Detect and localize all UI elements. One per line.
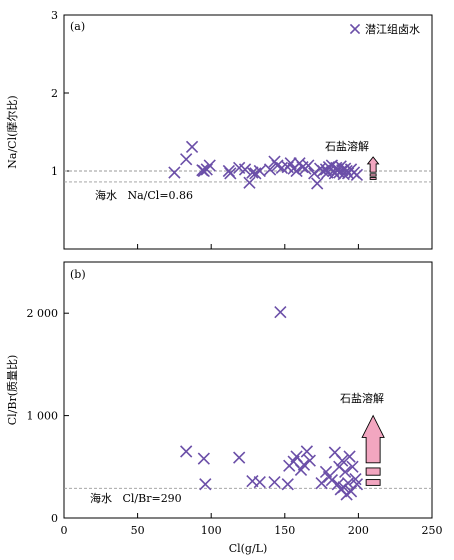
data-point bbox=[253, 164, 266, 178]
panel-a-data-points bbox=[168, 140, 364, 190]
data-point bbox=[168, 166, 181, 179]
data-point bbox=[315, 477, 328, 490]
data-point bbox=[197, 452, 210, 465]
data-point bbox=[325, 473, 339, 487]
data-point bbox=[302, 159, 315, 172]
data-point bbox=[331, 478, 344, 491]
panel-b-annotation: 石盐溶解 bbox=[340, 391, 384, 405]
legend-label: 潜江组卤水 bbox=[365, 22, 420, 36]
panel-b: 0 1 000 2 000 0 50 100 150 200 250 (b) 石盐溶解 海水 … bbox=[6, 261, 443, 555]
data-point bbox=[311, 177, 324, 190]
panel-b-seawater-label: 海水 Cl/Br=290 bbox=[90, 491, 182, 505]
data-point bbox=[233, 451, 246, 464]
panel-b-y-axis: 0 1 000 2 000 bbox=[27, 307, 69, 525]
y-tick-label: 0 bbox=[51, 512, 58, 525]
data-point bbox=[336, 454, 349, 467]
x-tick-label: 0 bbox=[61, 524, 68, 537]
arrow-segment bbox=[365, 467, 381, 476]
y-tick-label: 1 bbox=[51, 165, 58, 178]
data-point bbox=[199, 478, 212, 491]
data-point bbox=[180, 153, 193, 166]
data-point bbox=[300, 445, 314, 458]
panel-a-frame bbox=[63, 14, 433, 250]
data-point bbox=[185, 140, 199, 153]
arrow-segment bbox=[369, 177, 377, 180]
arrow-segment bbox=[369, 173, 377, 177]
data-point bbox=[344, 485, 358, 498]
panel-a-y-axis: 1 2 3 bbox=[51, 9, 69, 178]
panel-a-x-axis bbox=[63, 244, 433, 249]
panel-b-x-axis: 0 50 100 150 200 250 bbox=[61, 513, 443, 537]
data-point bbox=[274, 306, 287, 319]
x-tick-label: 150 bbox=[274, 524, 295, 537]
panel-a-label: (a) bbox=[70, 20, 85, 33]
data-point bbox=[284, 157, 297, 170]
data-point bbox=[294, 463, 308, 477]
legend: 潜江组卤水 bbox=[349, 22, 420, 36]
panel-a-y-label: Na/Cl(摩尔比) bbox=[5, 95, 19, 168]
data-point bbox=[336, 164, 349, 177]
data-point bbox=[350, 168, 364, 182]
arrow-segment bbox=[365, 479, 381, 486]
panel-b-y-label: Cl/Br(质量比) bbox=[6, 355, 19, 426]
data-point bbox=[319, 465, 333, 479]
y-tick-label: 2 bbox=[51, 87, 58, 100]
arrow-shaft bbox=[361, 414, 385, 464]
panel-a-seawater-label: 海水 Na/Cl=0.86 bbox=[95, 188, 193, 202]
data-point bbox=[203, 159, 216, 172]
panel-b-frame bbox=[63, 261, 433, 519]
y-tick-label: 1 000 bbox=[27, 410, 59, 423]
data-point bbox=[346, 460, 359, 473]
data-point bbox=[281, 478, 294, 491]
data-point bbox=[350, 478, 364, 491]
x-tick-label: 50 bbox=[131, 524, 145, 537]
y-tick-label: 2 000 bbox=[27, 307, 59, 320]
panel-a: 1 2 3 (a) 潜江组卤水 石盐溶解 海水 Na/Cl=0.86 Na/Cl(摩… bbox=[5, 9, 433, 250]
x-tick-label: 250 bbox=[422, 524, 443, 537]
data-point bbox=[303, 454, 316, 467]
data-point bbox=[297, 458, 311, 471]
arrow-shaft bbox=[366, 156, 380, 173]
data-point bbox=[243, 176, 256, 189]
data-point bbox=[238, 163, 252, 176]
panel-b-data-points bbox=[180, 306, 364, 501]
x-tick-label: 200 bbox=[348, 524, 369, 537]
data-point bbox=[343, 450, 356, 463]
panel-b-label: (b) bbox=[70, 268, 86, 281]
panel-b-halite-arrow bbox=[361, 414, 385, 486]
panel-a-annotation: 石盐溶解 bbox=[325, 139, 369, 153]
data-point bbox=[290, 164, 303, 178]
data-point bbox=[341, 477, 355, 490]
y-tick-label: 3 bbox=[51, 9, 58, 22]
x-tick-label: 100 bbox=[201, 524, 222, 537]
data-point bbox=[224, 167, 237, 180]
data-point bbox=[268, 476, 281, 489]
data-point bbox=[339, 465, 352, 479]
data-point bbox=[308, 167, 321, 180]
data-point bbox=[253, 476, 266, 489]
data-point bbox=[180, 445, 193, 458]
legend-marker bbox=[349, 23, 361, 35]
legend-marker-x bbox=[349, 23, 361, 35]
panel-a-halite-arrow bbox=[366, 156, 380, 180]
data-point bbox=[263, 163, 277, 176]
x-axis-label: Cl(g/L) bbox=[229, 542, 268, 555]
